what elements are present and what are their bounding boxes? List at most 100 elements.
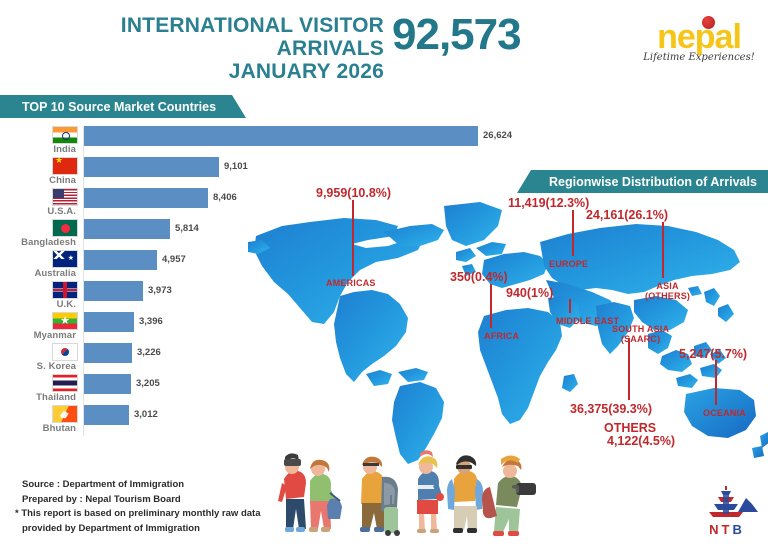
region-value-label: 9,959(10.8%) bbox=[316, 186, 392, 200]
flag-uk-icon bbox=[52, 281, 78, 299]
chart-row: S. Korea 3,226 bbox=[0, 343, 520, 374]
chart-row: Bangladesh 5,814 bbox=[0, 219, 520, 250]
chart-bar bbox=[84, 250, 157, 270]
country-label: U.S.A. bbox=[47, 206, 76, 217]
flag-thailand-icon bbox=[52, 374, 78, 392]
flag-south-korea-icon bbox=[52, 343, 78, 361]
flag-myanmar-icon bbox=[52, 312, 78, 330]
page-title: INTERNATIONAL VISITOR ARRIVALS JANUARY 2… bbox=[24, 14, 384, 83]
ntb-letter-b: B bbox=[732, 522, 745, 537]
region-name-label: SOUTH ASIA (SAARC) bbox=[612, 324, 670, 344]
flag-bangladesh-icon bbox=[52, 219, 78, 237]
region-leader-line bbox=[715, 360, 717, 405]
region-leader-line bbox=[662, 222, 664, 278]
chart-bar bbox=[84, 157, 219, 177]
region-leader-line bbox=[352, 200, 354, 276]
country-label: Thailand bbox=[36, 392, 76, 403]
nepal-logo-tagline: Lifetime Experiences! bbox=[643, 52, 755, 63]
region-name-label: OCEANIA bbox=[703, 408, 746, 418]
tourists-illustration bbox=[258, 443, 538, 543]
ntb-logo: NTB bbox=[694, 482, 760, 540]
chart-bar bbox=[84, 405, 129, 425]
chart-bar bbox=[84, 126, 478, 146]
region-name-label: ASIA (OTHERS) bbox=[645, 281, 691, 301]
country-label: U.K. bbox=[56, 299, 76, 310]
chart-row: China 9,101 bbox=[0, 157, 520, 188]
top-source-markets-banner-label: TOP 10 Source Market Countries bbox=[22, 99, 217, 114]
flag-australia-icon bbox=[52, 250, 78, 268]
total-arrivals-value: 92,573 bbox=[392, 10, 522, 59]
region-leader-line bbox=[628, 338, 630, 400]
chart-row: Myanmar 3,396 bbox=[0, 312, 520, 343]
country-label: China bbox=[49, 175, 76, 186]
chart-bar bbox=[84, 281, 143, 301]
chart-row: Australia 4,957 bbox=[0, 250, 520, 281]
region-value-label: 350(0.4%) bbox=[450, 270, 508, 284]
regionwise-distribution-banner-label: Regionwise Distribution of Arrivals bbox=[549, 174, 757, 189]
chart-row: India 26,624 bbox=[0, 126, 520, 157]
country-label: Bangladesh bbox=[21, 237, 76, 248]
flag-usa-icon bbox=[52, 188, 78, 206]
region-value-label: 11,419(12.3%) bbox=[508, 196, 590, 210]
country-label: S. Korea bbox=[36, 361, 76, 372]
country-label: Australia bbox=[34, 268, 76, 279]
bar-value-label: 3,396 bbox=[139, 316, 163, 327]
chart-row: Thailand 3,205 bbox=[0, 374, 520, 405]
country-label: Bhutan bbox=[42, 423, 76, 434]
chart-bar bbox=[84, 343, 132, 363]
flag-india-icon bbox=[52, 126, 78, 144]
bar-value-label: 4,957 bbox=[162, 254, 186, 265]
chart-bar bbox=[84, 188, 208, 208]
region-value-label: 24,161(26.1%) bbox=[586, 208, 669, 222]
footer-source: Source : Department of Immigration bbox=[22, 479, 185, 490]
region-name-label: AFRICA bbox=[484, 331, 520, 341]
footer-notes: Source : Department of Immigration Prepa… bbox=[15, 478, 260, 536]
footer-prepared-by: Prepared by : Nepal Tourism Board bbox=[22, 493, 181, 505]
bar-value-label: 3,973 bbox=[148, 285, 172, 296]
chart-bar bbox=[84, 219, 170, 239]
ntb-letter-t: T bbox=[721, 522, 733, 537]
page-title-line1: INTERNATIONAL VISITOR ARRIVALS bbox=[120, 14, 384, 60]
nepal-logo-wordmark: nepal bbox=[657, 18, 742, 56]
ntb-logo-letters: NTB bbox=[694, 522, 760, 537]
region-value-label: 4,122(4.5%) bbox=[607, 434, 676, 448]
chart-axis-line bbox=[83, 126, 84, 436]
nepal-tourism-logo: nepal Lifetime Experiences! bbox=[640, 12, 758, 68]
footer-note-line2: provided by Department of Immigration bbox=[22, 522, 200, 534]
region-leader-line bbox=[490, 284, 492, 328]
region-value-label: 36,375(39.3%) bbox=[570, 402, 653, 416]
chart-row: U.S.A. 8,406 bbox=[0, 188, 520, 219]
nepal-logo-sun-icon bbox=[702, 16, 715, 29]
region-name-label: MIDDLE EAST bbox=[556, 316, 620, 326]
region-leader-line bbox=[569, 299, 571, 313]
footer-note-line1: * This report is based on preliminary mo… bbox=[15, 508, 261, 519]
region-name-label: EUROPE bbox=[549, 259, 589, 269]
bar-value-label: 3,205 bbox=[136, 378, 160, 389]
region-value-label: 940(1%) bbox=[506, 286, 554, 300]
bar-value-label: 9,101 bbox=[224, 161, 248, 172]
bar-value-label: 3,226 bbox=[137, 347, 161, 358]
bar-value-label: 8,406 bbox=[213, 192, 237, 203]
bar-value-label: 5,814 bbox=[175, 223, 199, 234]
region-name-label: OTHERS bbox=[604, 421, 657, 435]
top-source-markets-banner: TOP 10 Source Market Countries bbox=[0, 95, 246, 118]
flag-china-icon bbox=[52, 157, 78, 175]
page-title-line2: JANUARY 2026 bbox=[228, 60, 384, 83]
chart-bar bbox=[84, 374, 131, 394]
region-name-label: AMERICAS bbox=[326, 278, 376, 288]
country-label: Myanmar bbox=[33, 330, 76, 341]
chart-row: Bhutan 3,012 bbox=[0, 405, 520, 436]
ntb-letter-n: N bbox=[709, 522, 722, 537]
region-value-label: 5,247(5.7%) bbox=[679, 347, 748, 361]
chart-row: U.K. 3,973 bbox=[0, 281, 520, 312]
ntb-logo-icon bbox=[709, 486, 758, 517]
chart-bar bbox=[84, 312, 134, 332]
regionwise-distribution-banner: Regionwise Distribution of Arrivals bbox=[517, 170, 768, 193]
region-leader-line bbox=[572, 210, 574, 256]
top-source-markets-chart: India 26,624 China 9,101 U.S.A. 8,406 Banglade… bbox=[0, 126, 520, 438]
flag-bhutan-icon bbox=[52, 405, 78, 423]
country-label: India bbox=[53, 144, 76, 155]
bar-value-label: 3,012 bbox=[134, 409, 158, 420]
bar-value-label: 26,624 bbox=[483, 130, 513, 141]
